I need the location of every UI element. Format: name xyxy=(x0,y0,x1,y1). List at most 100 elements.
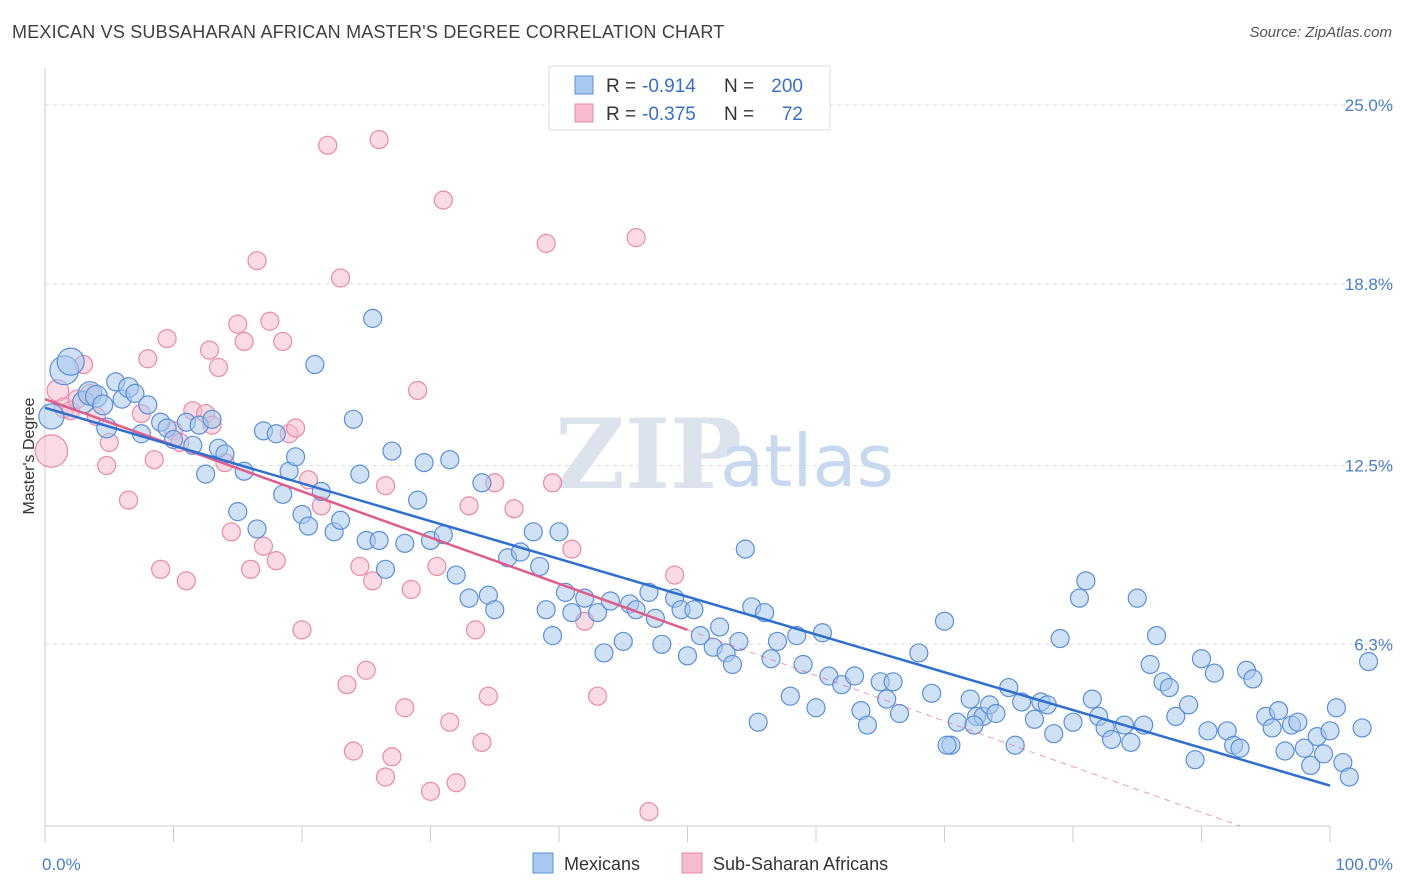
mexicans-point-125 xyxy=(1082,689,1102,709)
mexicans-point-64 xyxy=(562,602,582,623)
series-mexicans xyxy=(38,308,1379,787)
mexicans-point-43 xyxy=(375,559,396,579)
mexicans-point-162 xyxy=(1358,652,1379,672)
sub-saharan-point-18 xyxy=(176,571,196,591)
mexicans-point-45 xyxy=(395,533,415,553)
sub-saharan-point-21 xyxy=(199,340,220,360)
sub-saharan-point-42 xyxy=(343,741,363,761)
mexicans-point-93 xyxy=(806,698,826,718)
sub-saharan-point-40 xyxy=(330,268,351,288)
mexicans-point-52 xyxy=(459,588,479,608)
bottom-legend-label-mexicans: Mexicans xyxy=(564,854,640,874)
sub-saharan-point-59 xyxy=(472,732,492,752)
sub-saharan-point-64 xyxy=(562,539,582,559)
sub-saharan-point-35 xyxy=(285,418,306,438)
sub-saharan-point-12 xyxy=(138,349,158,369)
mexicans-point-106 xyxy=(934,611,955,631)
legend-n-value-blue: 200 xyxy=(771,76,803,97)
mexicans-point-59 xyxy=(530,556,550,577)
sub-saharan-point-45 xyxy=(363,571,383,591)
mexicans-point-101 xyxy=(877,689,897,709)
chart-title: MEXICAN VS SUBSAHARAN AFRICAN MASTER'S D… xyxy=(12,22,725,42)
mexicans-point-78 xyxy=(684,600,704,620)
mexicans-point-158 xyxy=(1320,721,1340,741)
x-tick-label-min: 0.0% xyxy=(42,855,81,874)
sub-saharan-point-9 xyxy=(97,455,117,476)
sub-saharan-point-48 xyxy=(382,747,402,767)
sub-saharan-point-28 xyxy=(241,559,261,579)
legend-r-value-blue: -0.914 xyxy=(642,76,696,97)
sub-saharan-point-57 xyxy=(459,496,479,516)
mexicans-point-154 xyxy=(1294,738,1314,758)
mexicans-point-128 xyxy=(1101,729,1122,750)
mexicans-point-81 xyxy=(710,617,730,637)
mexicans-point-164 xyxy=(937,735,957,755)
mexicans-point-163 xyxy=(1352,718,1372,738)
sub-saharan-point-58 xyxy=(465,620,486,640)
sub-saharan-point-54 xyxy=(433,190,453,210)
sub-saharan-point-15 xyxy=(157,328,177,349)
sub-saharan-point-25 xyxy=(221,522,241,542)
mexicans-point-138 xyxy=(1179,695,1199,715)
sub-saharan-point-14 xyxy=(151,559,171,579)
sub-saharan-point-52 xyxy=(420,781,441,801)
mexicans-point-11 xyxy=(125,383,145,403)
sub-saharan-point-55 xyxy=(440,712,460,732)
sub-saharan-point-30 xyxy=(253,536,274,556)
mexicans-point-165 xyxy=(735,539,755,559)
source-label: Source: ZipAtlas.com xyxy=(1249,24,1392,41)
mexicans-point-28 xyxy=(266,424,286,444)
mexicans-point-61 xyxy=(542,626,563,646)
sub-saharan-point-50 xyxy=(401,579,421,600)
mexicans-point-99 xyxy=(857,715,878,735)
mexicans-point-145 xyxy=(1230,738,1250,758)
mexicans-point-51 xyxy=(446,565,466,585)
sub-saharan-point-31 xyxy=(260,311,280,331)
mexicans-point-89 xyxy=(767,631,788,652)
mexicans-point-2 xyxy=(56,347,85,376)
sub-saharan-point-49 xyxy=(395,698,415,718)
mexicans-point-67 xyxy=(594,643,614,663)
sub-saharan-point-39 xyxy=(318,135,338,155)
mexicans-point-74 xyxy=(652,634,672,654)
mexicans-point-159 xyxy=(1326,698,1347,718)
mexicans-point-166 xyxy=(964,715,984,735)
sub-saharan-point-63 xyxy=(542,473,563,493)
bottom-legend-swatch-mexicans xyxy=(532,852,554,874)
mexicans-point-97 xyxy=(844,666,865,686)
sub-saharan-point-68 xyxy=(639,801,659,822)
mexicans-point-36 xyxy=(330,510,351,530)
mexicans-point-0 xyxy=(38,403,65,430)
sub-saharan-point-71 xyxy=(375,476,396,496)
sub-saharan-point-43 xyxy=(350,556,370,577)
mexicans-point-134 xyxy=(1146,626,1167,646)
bottom-legend-swatch-sub-saharan xyxy=(681,852,703,874)
mexicans-point-83 xyxy=(722,654,743,675)
x-tick-label-max: 100.0% xyxy=(1335,855,1393,874)
mexicans-point-109 xyxy=(960,689,980,709)
mexicans-point-13 xyxy=(138,395,158,415)
sub-saharan-point-66 xyxy=(587,686,608,706)
mexicans-point-139 xyxy=(1185,750,1205,770)
trend-line-sub-saharan xyxy=(44,397,688,632)
legend-swatch-blue xyxy=(574,75,594,95)
mexicans-point-21 xyxy=(196,464,216,484)
mexicans-point-104 xyxy=(909,643,929,663)
mexicans-point-123 xyxy=(1069,588,1090,608)
mexicans-point-150 xyxy=(1268,701,1289,721)
mexicans-point-84 xyxy=(729,631,749,652)
mexicans-point-115 xyxy=(1005,735,1025,755)
mexicans-point-50 xyxy=(440,450,460,470)
mexicans-point-7 xyxy=(92,394,114,416)
mexicans-point-31 xyxy=(285,447,306,467)
sub-saharan-point-69 xyxy=(665,565,685,585)
mexicans-point-69 xyxy=(613,631,633,652)
mexicans-point-33 xyxy=(298,516,319,536)
mexicans-point-130 xyxy=(1121,732,1141,752)
mexicans-point-151 xyxy=(1275,741,1295,761)
mexicans-point-77 xyxy=(677,646,698,666)
legend-r-label-pink: R = xyxy=(606,104,636,125)
mexicans-point-157 xyxy=(1313,744,1334,764)
mexicans-point-120 xyxy=(1044,724,1064,744)
